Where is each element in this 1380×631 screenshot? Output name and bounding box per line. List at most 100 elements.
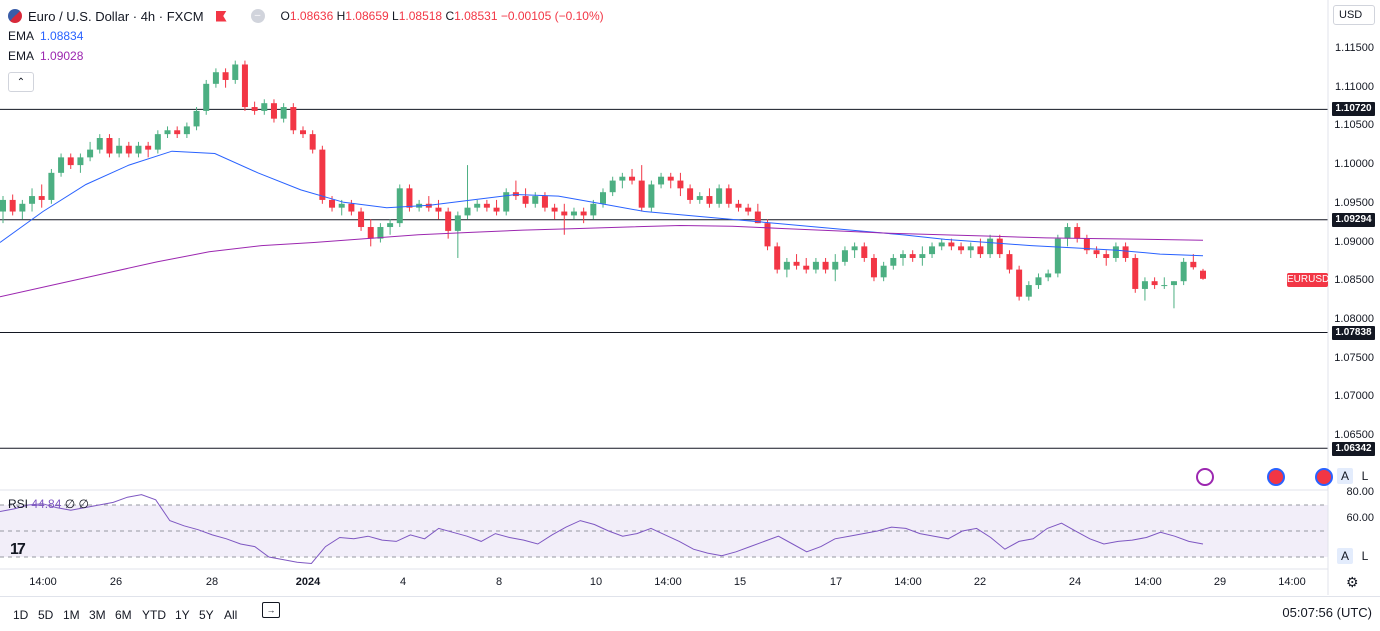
chevron-up-icon[interactable]: ⌃ <box>8 72 34 92</box>
auto-scale-button[interactable]: A <box>1337 548 1353 564</box>
price-scale-label: 1.07500 <box>1334 351 1374 364</box>
candle <box>29 188 36 212</box>
candle-body <box>19 203 26 212</box>
candle <box>435 199 442 220</box>
candle <box>1141 277 1148 301</box>
auto-scale-button[interactable]: A <box>1337 468 1353 484</box>
economic-event-icon[interactable] <box>1267 468 1285 486</box>
candle-body <box>1006 254 1013 270</box>
candle <box>803 257 810 274</box>
candle <box>96 134 103 154</box>
rsi-legend[interactable]: RSI 44.84 ∅ ∅ <box>8 497 89 511</box>
candle <box>396 184 403 228</box>
candle-body <box>1151 281 1158 286</box>
candle-body <box>493 207 500 212</box>
candle <box>948 238 955 251</box>
candle-body <box>822 261 829 270</box>
candle <box>1054 234 1061 278</box>
candle-body <box>754 211 761 224</box>
level-tag: 1.07838 <box>1332 326 1375 340</box>
candle-body <box>125 145 132 154</box>
candle <box>387 219 394 235</box>
candle-body <box>445 211 452 231</box>
range-button-ytd[interactable]: YTD <box>142 608 166 622</box>
time-axis-label: 10 <box>589 576 603 588</box>
range-button-1m[interactable]: 1M <box>63 608 80 622</box>
range-button-3m[interactable]: 3M <box>89 608 106 622</box>
ema-fast-legend[interactable]: EMA 1.08834 <box>8 29 84 43</box>
range-button-6m[interactable]: 6M <box>115 608 132 622</box>
candle <box>609 176 616 197</box>
candle-body <box>793 261 800 266</box>
range-button-5d[interactable]: 5D <box>38 608 54 622</box>
clock[interactable]: 05:07:56 (UTC) <box>1282 605 1372 620</box>
currency-selector[interactable]: USD <box>1333 5 1375 25</box>
candle-body <box>106 138 113 154</box>
candle <box>812 257 819 274</box>
candle-body <box>280 107 287 119</box>
candle <box>629 168 636 185</box>
tradingview-logo[interactable]: 17 <box>10 541 26 558</box>
candle <box>48 168 55 204</box>
time-axis-label: 15 <box>733 576 747 588</box>
candle-body <box>183 126 190 135</box>
economic-event-icon[interactable] <box>1315 468 1333 486</box>
log-scale-button[interactable]: L <box>1361 469 1369 483</box>
candle-body <box>590 203 597 216</box>
candle <box>783 257 790 278</box>
candle <box>1045 269 1052 282</box>
candle-body <box>832 261 839 270</box>
range-button-5y[interactable]: 5Y <box>199 608 214 622</box>
candle <box>764 219 771 251</box>
candle <box>667 172 674 189</box>
candle-body <box>570 211 577 216</box>
rsi-pane <box>0 494 1328 565</box>
flag-icon[interactable] <box>215 10 227 22</box>
candle <box>570 207 577 220</box>
candle-body <box>890 257 897 266</box>
candle-body <box>1141 281 1148 289</box>
gear-icon[interactable]: ⚙ <box>1346 574 1359 590</box>
dividend-event-icon[interactable] <box>1196 468 1214 486</box>
range-button-all[interactable]: All <box>224 608 238 622</box>
candle-body <box>396 188 403 224</box>
candle-body <box>145 145 152 150</box>
ema-slow-legend[interactable]: EMA 1.09028 <box>8 49 84 63</box>
candle <box>358 207 365 231</box>
candle-body <box>841 250 848 262</box>
candle-body <box>0 199 6 212</box>
market-status-icon[interactable]: – <box>250 9 265 23</box>
candle <box>38 184 45 208</box>
range-button-1y[interactable]: 1Y <box>175 608 190 622</box>
price-scale-label: 1.11500 <box>1335 42 1374 54</box>
candle-body <box>677 180 684 189</box>
candle-body <box>967 246 974 251</box>
candle <box>1161 277 1168 289</box>
goto-date-icon[interactable]: → <box>262 602 280 618</box>
symbol-title[interactable]: Euro / U.S. Dollar · 4h · FXCM <box>28 8 204 24</box>
candle-body <box>619 176 626 181</box>
time-axis-label: 28 <box>205 576 219 588</box>
candle-body <box>1054 238 1061 274</box>
candle <box>1170 281 1177 309</box>
candle-body <box>270 103 277 119</box>
price-scale-label: 1.06500 <box>1334 429 1374 441</box>
time-axis-label: 4 <box>399 576 407 588</box>
candle <box>464 165 471 220</box>
time-axis-label: 2024 <box>295 576 321 588</box>
candle <box>193 107 200 131</box>
candle <box>1200 268 1206 280</box>
range-button-1d[interactable]: 1D <box>13 608 29 622</box>
candle <box>1025 281 1032 301</box>
candle-body <box>667 176 674 181</box>
candle-body <box>193 110 200 127</box>
candle <box>919 246 926 266</box>
log-scale-button[interactable]: L <box>1361 549 1369 563</box>
candle-body <box>290 107 297 131</box>
candle <box>270 99 277 123</box>
time-axis-label: 14:00 <box>29 576 57 588</box>
candle <box>232 60 239 84</box>
candle <box>1112 242 1119 262</box>
candle-body <box>764 223 771 247</box>
